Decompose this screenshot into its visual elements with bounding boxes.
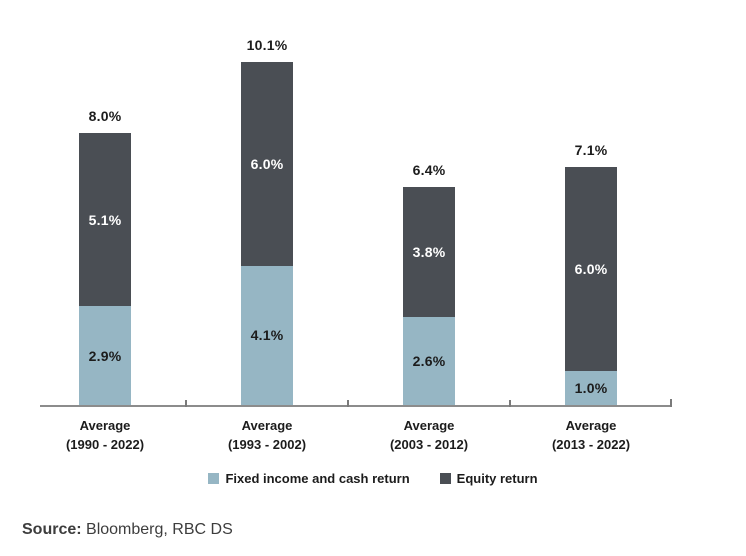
category-label-line2: (2013 - 2022) <box>551 437 631 452</box>
category-label: Average (1993 - 2002) <box>186 416 348 454</box>
total-label: 10.1% <box>246 36 288 53</box>
axis-tick <box>509 400 511 407</box>
segment-value-label: 2.9% <box>88 347 122 364</box>
fixed-income-swatch-icon <box>208 473 220 484</box>
bar-group-2003-2012: 6.4% 3.8% 2.6% <box>348 0 510 405</box>
category-label-line2: (1990 - 2022) <box>65 437 145 452</box>
segment-value-label: 3.8% <box>412 244 446 261</box>
bar-group-1990-2022: 8.0% 5.1% 2.9% <box>24 0 186 405</box>
bar-group-2013-2022: 7.1% 6.0% 1.0% <box>510 0 672 405</box>
segment-value-label: 5.1% <box>88 211 122 228</box>
axis-tick-end <box>670 399 672 407</box>
x-axis-labels: Average (1990 - 2022) Average (1993 - 20… <box>24 416 672 454</box>
source-text: Bloomberg, RBC DS <box>86 521 233 538</box>
total-label: 7.1% <box>574 142 608 158</box>
category-label: Average (2003 - 2012) <box>348 416 510 454</box>
bar-group-1993-2002: 10.1% 6.0% 4.1% <box>186 0 348 405</box>
total-label: 6.4% <box>412 162 446 179</box>
source-attribution: Source: Bloomberg, RBC DS <box>22 521 233 539</box>
stacked-bar: 3.8% 2.6% <box>403 187 455 405</box>
axis-tick <box>185 400 187 407</box>
fixed-income-segment: 2.6% <box>403 316 455 405</box>
stacked-bar: 5.1% 2.9% <box>79 133 131 405</box>
fixed-income-segment: 4.1% <box>241 265 293 405</box>
plot-area: 8.0% 5.1% 2.9% 10.1% 6.0% 4.1% <box>24 0 672 405</box>
segment-value-label: 4.1% <box>250 327 284 344</box>
category-label: Average (2013 - 2022) <box>510 416 672 454</box>
category-label-line1: Average <box>403 418 455 433</box>
legend-item-equity: Equity return <box>439 471 538 486</box>
category-label-line2: (2003 - 2012) <box>389 437 469 452</box>
legend-label: Equity return <box>456 471 538 486</box>
x-axis-line <box>40 399 672 407</box>
stacked-bar: 6.0% 4.1% <box>241 61 293 405</box>
equity-segment: 6.0% <box>241 61 293 266</box>
total-label: 8.0% <box>88 108 122 125</box>
equity-segment: 6.0% <box>565 167 617 371</box>
equity-segment: 3.8% <box>403 187 455 317</box>
category-label-line1: Average <box>565 418 617 433</box>
category-label-line1: Average <box>79 418 131 433</box>
legend-label: Fixed income and cash return <box>225 471 410 486</box>
fixed-income-segment: 2.9% <box>79 306 131 405</box>
source-prefix: Source: <box>22 521 82 538</box>
equity-swatch-icon <box>439 473 451 484</box>
category-label: Average (1990 - 2022) <box>24 416 186 454</box>
segment-value-label: 6.0% <box>250 155 284 172</box>
category-label-line2: (1993 - 2002) <box>227 437 307 452</box>
segment-value-label: 6.0% <box>574 261 608 277</box>
segment-value-label: 2.6% <box>412 352 446 369</box>
legend: Fixed income and cash return Equity retu… <box>0 471 746 486</box>
axis-tick <box>347 400 349 407</box>
category-label-line1: Average <box>241 418 293 433</box>
fixed-income-segment: 1.0% <box>565 371 617 405</box>
equity-segment: 5.1% <box>79 133 131 307</box>
legend-item-fixed-income: Fixed income and cash return <box>208 471 410 486</box>
segment-value-label: 1.0% <box>574 380 608 396</box>
stacked-bar: 6.0% 1.0% <box>565 167 617 405</box>
